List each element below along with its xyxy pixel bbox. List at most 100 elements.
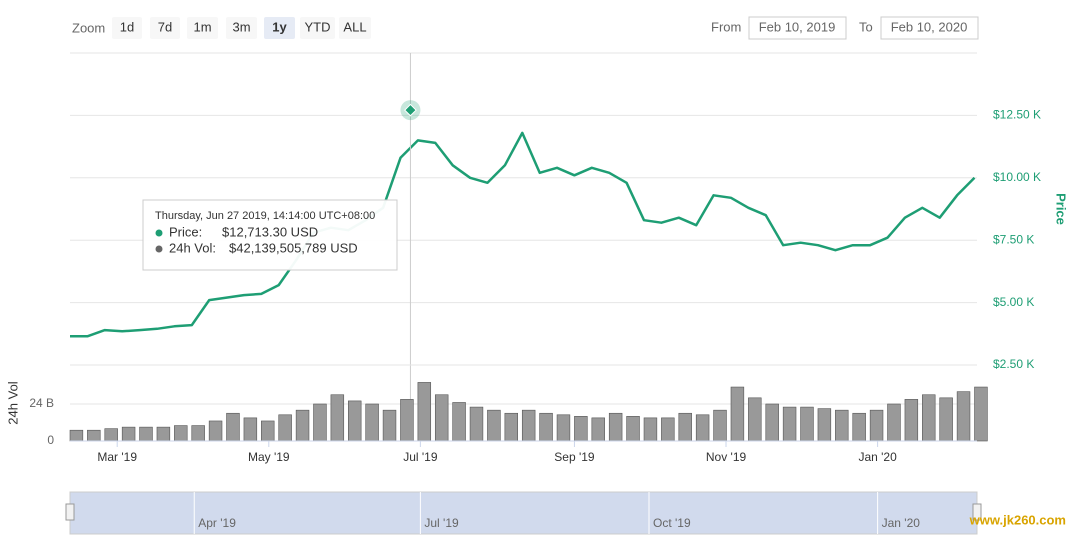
volume-bar xyxy=(469,406,484,442)
volume-bar xyxy=(69,429,84,442)
volume-bar xyxy=(956,391,971,442)
range-button[interactable] xyxy=(150,17,180,39)
from-value[interactable]: Feb 10, 2019 xyxy=(759,19,836,34)
tooltip-dot xyxy=(155,245,163,253)
range-button[interactable] xyxy=(264,17,295,39)
y-tick-label: $5.00 K xyxy=(993,295,1034,309)
volume-bar xyxy=(261,420,275,442)
volume-bar xyxy=(521,409,536,442)
volume-bar xyxy=(765,403,779,442)
x-tick-label: Jan '20 xyxy=(858,450,897,464)
volume-bar xyxy=(330,394,345,442)
price-line xyxy=(70,131,976,338)
x-tick-label: Mar '19 xyxy=(97,450,137,464)
volume-bar xyxy=(887,403,901,442)
volume-bar xyxy=(156,426,171,442)
range-button-label[interactable]: 7d xyxy=(158,19,172,34)
zoom-label: Zoom xyxy=(72,20,105,35)
volume-bar xyxy=(348,400,362,442)
tooltip-date: Thursday, Jun 27 2019, 14:14:00 UTC+08:0… xyxy=(155,210,375,222)
range-button-label[interactable]: YTD xyxy=(305,19,331,34)
volume-bar xyxy=(974,386,988,442)
to-value[interactable]: Feb 10, 2020 xyxy=(891,19,968,34)
tooltip-box xyxy=(142,199,398,271)
y-tick-label: 0 xyxy=(47,433,54,447)
volume-bar xyxy=(852,412,866,442)
volume-bar xyxy=(452,402,466,442)
watermark: www.jk260.com xyxy=(969,512,1066,527)
x-tick-label: May '19 xyxy=(248,450,290,464)
volume-bar xyxy=(226,412,240,442)
navigator-handle[interactable] xyxy=(972,503,982,521)
range-button-label[interactable]: 1d xyxy=(120,19,134,34)
volume-bar xyxy=(661,417,675,442)
volume-bar xyxy=(643,417,658,442)
tooltip-volume: $42,139,505,789 USD xyxy=(229,240,358,255)
volume-bar xyxy=(382,409,397,442)
volume-bar xyxy=(782,406,797,442)
hover-marker xyxy=(404,103,417,117)
y-tick-label: 24 B xyxy=(29,396,54,410)
volume-bar xyxy=(278,414,292,442)
volume-bar xyxy=(713,409,727,442)
volume-bar xyxy=(208,420,223,442)
volume-bar xyxy=(678,412,692,442)
tooltip-volume-name: 24h Vol: xyxy=(169,240,216,255)
range-button[interactable] xyxy=(339,17,371,39)
range-button[interactable] xyxy=(187,17,218,39)
volume-bar xyxy=(939,397,953,442)
volume-bar xyxy=(174,425,188,442)
navigator-label: Jan '20 xyxy=(882,516,921,530)
range-button-label[interactable]: 1y xyxy=(272,19,287,34)
tooltip-dot xyxy=(155,229,163,237)
volume-bar xyxy=(417,382,432,442)
range-button[interactable] xyxy=(112,17,142,39)
volume-bar xyxy=(295,409,310,442)
volume-bar xyxy=(434,394,449,442)
from-label: From xyxy=(711,19,741,34)
volume-bar xyxy=(191,425,205,442)
navigator-label: Oct '19 xyxy=(653,516,691,530)
volume-bar xyxy=(139,426,153,442)
to-label: To xyxy=(859,19,873,34)
range-button[interactable] xyxy=(226,17,257,39)
volume-bar xyxy=(591,417,605,442)
volume-bar xyxy=(626,416,640,442)
range-button-label[interactable]: 3m xyxy=(232,19,250,34)
volume-bar xyxy=(608,412,623,442)
navigator-handle[interactable] xyxy=(65,503,75,521)
volume-bar xyxy=(835,409,849,442)
volume-bar xyxy=(87,429,101,442)
y-tick-label: $10.00 K xyxy=(993,170,1041,184)
volume-bar xyxy=(104,428,118,442)
volume-bar xyxy=(817,408,832,442)
range-button-label[interactable]: 1m xyxy=(193,19,211,34)
volume-bar xyxy=(922,394,936,442)
volume-bar xyxy=(365,403,379,442)
volume-bar xyxy=(400,399,414,442)
y-axis-title: 24h Vol xyxy=(5,381,20,424)
from-input[interactable] xyxy=(748,16,847,40)
volume-bar xyxy=(869,409,884,442)
navigator-label: Jul '19 xyxy=(424,516,459,530)
range-button[interactable] xyxy=(300,17,335,39)
tooltip: Thursday, Jun 27 2019, 14:14:00 UTC+08:0… xyxy=(142,199,398,271)
to-input[interactable] xyxy=(880,16,979,40)
x-tick-label: Jul '19 xyxy=(403,450,438,464)
volume-bar xyxy=(556,414,571,442)
volume-bar xyxy=(243,417,258,442)
volume-bar xyxy=(539,412,553,442)
volume-bar xyxy=(121,426,136,442)
range-button-label[interactable]: ALL xyxy=(343,19,366,34)
volume-bar xyxy=(695,414,710,442)
tooltip-price-name: Price: xyxy=(169,224,202,239)
tooltip-price: $12,713.30 USD xyxy=(222,224,318,239)
y-axis-title: Price xyxy=(1054,193,1069,225)
volume-bar xyxy=(313,403,327,442)
volume-bar xyxy=(730,386,745,442)
volume-bar xyxy=(574,416,588,442)
y-tick-label: $7.50 K xyxy=(993,232,1034,246)
navigator-label: Apr '19 xyxy=(198,516,236,530)
volume-bar xyxy=(800,406,814,442)
